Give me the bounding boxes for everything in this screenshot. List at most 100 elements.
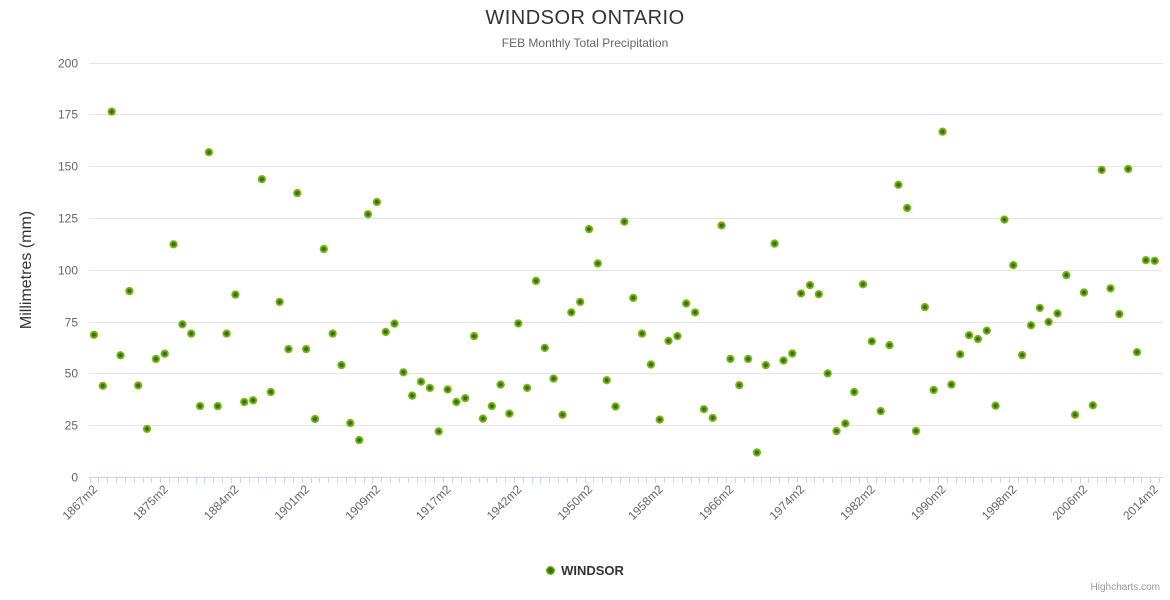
data-point[interactable] — [496, 380, 505, 389]
data-point[interactable] — [531, 276, 541, 286]
data-point[interactable] — [956, 350, 965, 359]
data-point[interactable] — [593, 259, 602, 268]
data-point[interactable] — [107, 107, 116, 116]
data-point[interactable] — [416, 377, 426, 386]
data-point[interactable] — [187, 329, 196, 338]
data-point[interactable] — [195, 401, 205, 411]
data-point[interactable] — [761, 360, 770, 370]
data-point[interactable] — [549, 374, 558, 383]
data-point[interactable] — [699, 405, 709, 414]
data-point[interactable] — [310, 414, 320, 424]
data-point[interactable] — [611, 402, 620, 411]
data-point[interactable] — [1044, 317, 1053, 327]
data-point[interactable] — [381, 327, 390, 337]
data-point[interactable] — [1097, 165, 1106, 175]
data-point[interactable] — [363, 210, 373, 219]
data-point[interactable] — [408, 391, 417, 400]
data-point[interactable] — [1132, 348, 1142, 357]
data-point[interactable] — [142, 424, 152, 434]
data-point[interactable] — [938, 127, 947, 136]
data-point[interactable] — [602, 376, 611, 385]
data-point[interactable] — [540, 343, 549, 353]
data-point[interactable] — [505, 409, 514, 418]
data-point[interactable] — [1141, 256, 1151, 265]
data-point[interactable] — [735, 381, 744, 390]
data-point[interactable] — [903, 203, 912, 213]
data-point[interactable] — [567, 308, 576, 317]
data-point[interactable] — [876, 406, 885, 416]
data-point[interactable] — [1088, 401, 1098, 410]
data-point[interactable] — [125, 286, 134, 296]
data-point[interactable] — [257, 175, 267, 184]
data-point[interactable] — [805, 280, 815, 290]
data-point[interactable] — [850, 387, 859, 397]
data-point[interactable] — [169, 240, 178, 249]
data-point[interactable] — [920, 302, 930, 312]
data-point[interactable] — [841, 419, 850, 428]
data-point[interactable] — [213, 401, 222, 411]
data-point[interactable] — [248, 396, 258, 405]
data-point[interactable] — [1017, 350, 1027, 360]
data-point[interactable] — [894, 180, 903, 189]
data-point[interactable] — [514, 319, 523, 328]
data-point[interactable] — [478, 414, 488, 423]
data-point[interactable] — [425, 383, 435, 393]
data-point[interactable] — [337, 360, 346, 370]
data-point[interactable] — [911, 426, 921, 436]
data-point[interactable] — [1124, 164, 1133, 174]
data-point[interactable] — [973, 334, 983, 344]
data-point[interactable] — [814, 290, 823, 299]
data-point[interactable] — [1106, 284, 1115, 293]
data-point[interactable] — [964, 331, 974, 340]
data-point[interactable] — [522, 383, 532, 393]
data-point[interactable] — [469, 331, 479, 341]
data-point[interactable] — [620, 217, 629, 226]
data-point[interactable] — [399, 368, 408, 377]
data-point[interactable] — [752, 448, 762, 457]
data-point[interactable] — [240, 397, 249, 407]
data-point[interactable] — [355, 435, 364, 445]
data-point[interactable] — [584, 224, 594, 234]
data-point[interactable] — [867, 337, 876, 346]
data-point[interactable] — [1009, 261, 1018, 270]
data-point[interactable] — [1000, 215, 1009, 224]
data-point[interactable] — [664, 336, 673, 345]
data-point[interactable] — [487, 401, 496, 411]
data-point[interactable] — [743, 354, 753, 364]
data-point[interactable] — [576, 297, 585, 307]
data-point[interactable] — [1026, 321, 1036, 330]
data-point[interactable] — [629, 293, 638, 303]
data-point[interactable] — [301, 344, 311, 354]
data-point[interactable] — [1062, 270, 1071, 280]
data-point[interactable] — [885, 341, 894, 350]
data-point[interactable] — [788, 349, 797, 358]
data-point[interactable] — [708, 413, 717, 423]
data-point[interactable] — [655, 415, 664, 424]
data-point[interactable] — [222, 329, 231, 338]
data-point[interactable] — [98, 381, 108, 390]
data-point[interactable] — [823, 369, 832, 378]
legend[interactable]: WINDSOR — [0, 563, 1170, 578]
data-point[interactable] — [646, 360, 656, 369]
data-point[interactable] — [726, 354, 735, 364]
data-point[interactable] — [461, 394, 470, 403]
data-point[interactable] — [682, 299, 691, 308]
data-point[interactable] — [673, 331, 682, 341]
data-point[interactable] — [1053, 309, 1062, 318]
data-point[interactable] — [178, 320, 187, 329]
data-point[interactable] — [275, 297, 284, 307]
credits-link[interactable]: Highcharts.com — [1090, 582, 1160, 593]
data-point[interactable] — [266, 387, 275, 397]
data-point[interactable] — [982, 326, 991, 335]
data-point[interactable] — [1115, 309, 1124, 319]
data-point[interactable] — [204, 148, 214, 157]
data-point[interactable] — [770, 239, 779, 248]
data-point[interactable] — [372, 197, 382, 207]
data-point[interactable] — [779, 356, 788, 365]
data-point[interactable] — [443, 385, 452, 394]
data-point[interactable] — [151, 354, 161, 364]
data-point[interactable] — [160, 349, 169, 358]
data-point[interactable] — [319, 244, 328, 254]
data-point[interactable] — [1035, 303, 1045, 313]
data-point[interactable] — [858, 280, 868, 289]
